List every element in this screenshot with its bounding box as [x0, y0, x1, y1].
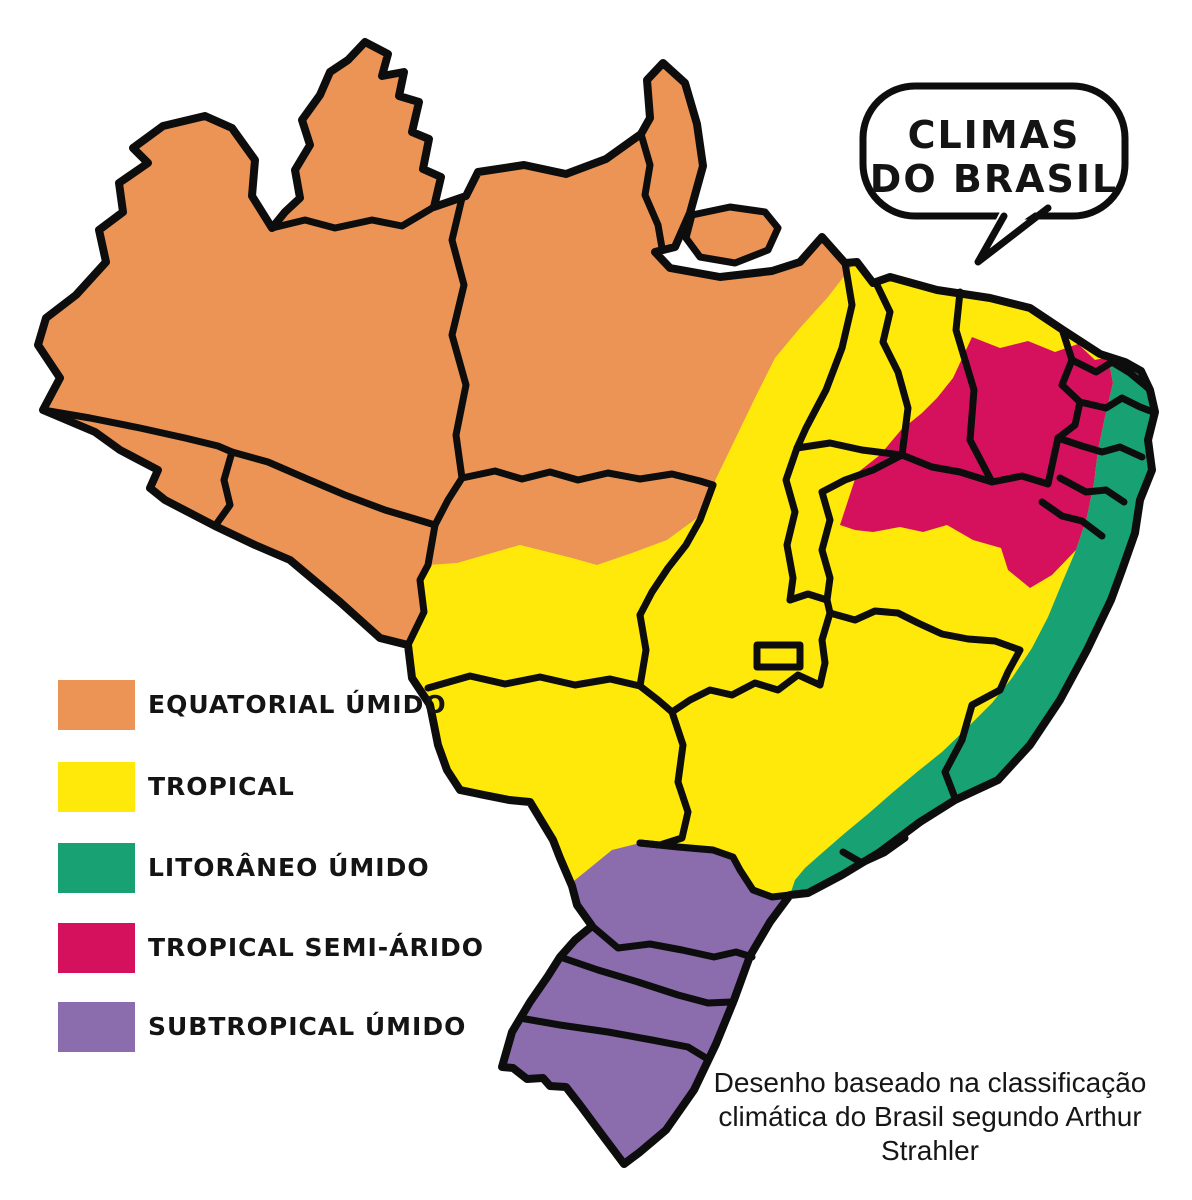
speech-bubble-tail	[974, 204, 1052, 266]
bubble-title-line2: DO BRASIL	[870, 157, 1118, 201]
zone-tropical-semiarido	[840, 337, 1113, 588]
legend-label-semiarido: TROPICAL SEMI-ÁRIDO	[148, 933, 485, 962]
title-speech-bubble: CLIMAS DO BRASIL	[859, 82, 1129, 266]
legend-swatch-tropical	[58, 762, 135, 812]
zone-subtropical-umido	[502, 840, 790, 1164]
state-borders	[39, 130, 1157, 1062]
legend-label-equatorial: EQUATORIAL ÚMIDO	[148, 690, 447, 719]
zone-equatorial-umido	[38, 42, 855, 645]
legend-label-tropical: TROPICAL	[148, 772, 295, 801]
legend-label-litoraneo: LITORÂNEO ÚMIDO	[148, 853, 430, 882]
legend-swatch-subtropical	[58, 1002, 135, 1052]
attribution-line1: Desenho baseado na classificação	[713, 1067, 1147, 1098]
country-outline	[34, 38, 1159, 1168]
legend-swatch-semiarido	[58, 923, 135, 973]
legend-label-subtropical: SUBTROPICAL ÚMIDO	[148, 1012, 467, 1041]
legend-swatch-litoraneo	[58, 843, 135, 893]
bubble-title-line1: CLIMAS	[908, 113, 1081, 157]
attribution-line3: Strahler	[880, 1135, 980, 1166]
attribution-text: Desenho baseado na classificação climáti…	[700, 1066, 1160, 1168]
legend-swatch-equatorial	[58, 680, 135, 730]
marajo-island	[682, 203, 782, 267]
zone-litoraneo-umido	[790, 357, 1155, 895]
attribution-line2: climática do Brasil segundo Arthur	[718, 1101, 1142, 1132]
